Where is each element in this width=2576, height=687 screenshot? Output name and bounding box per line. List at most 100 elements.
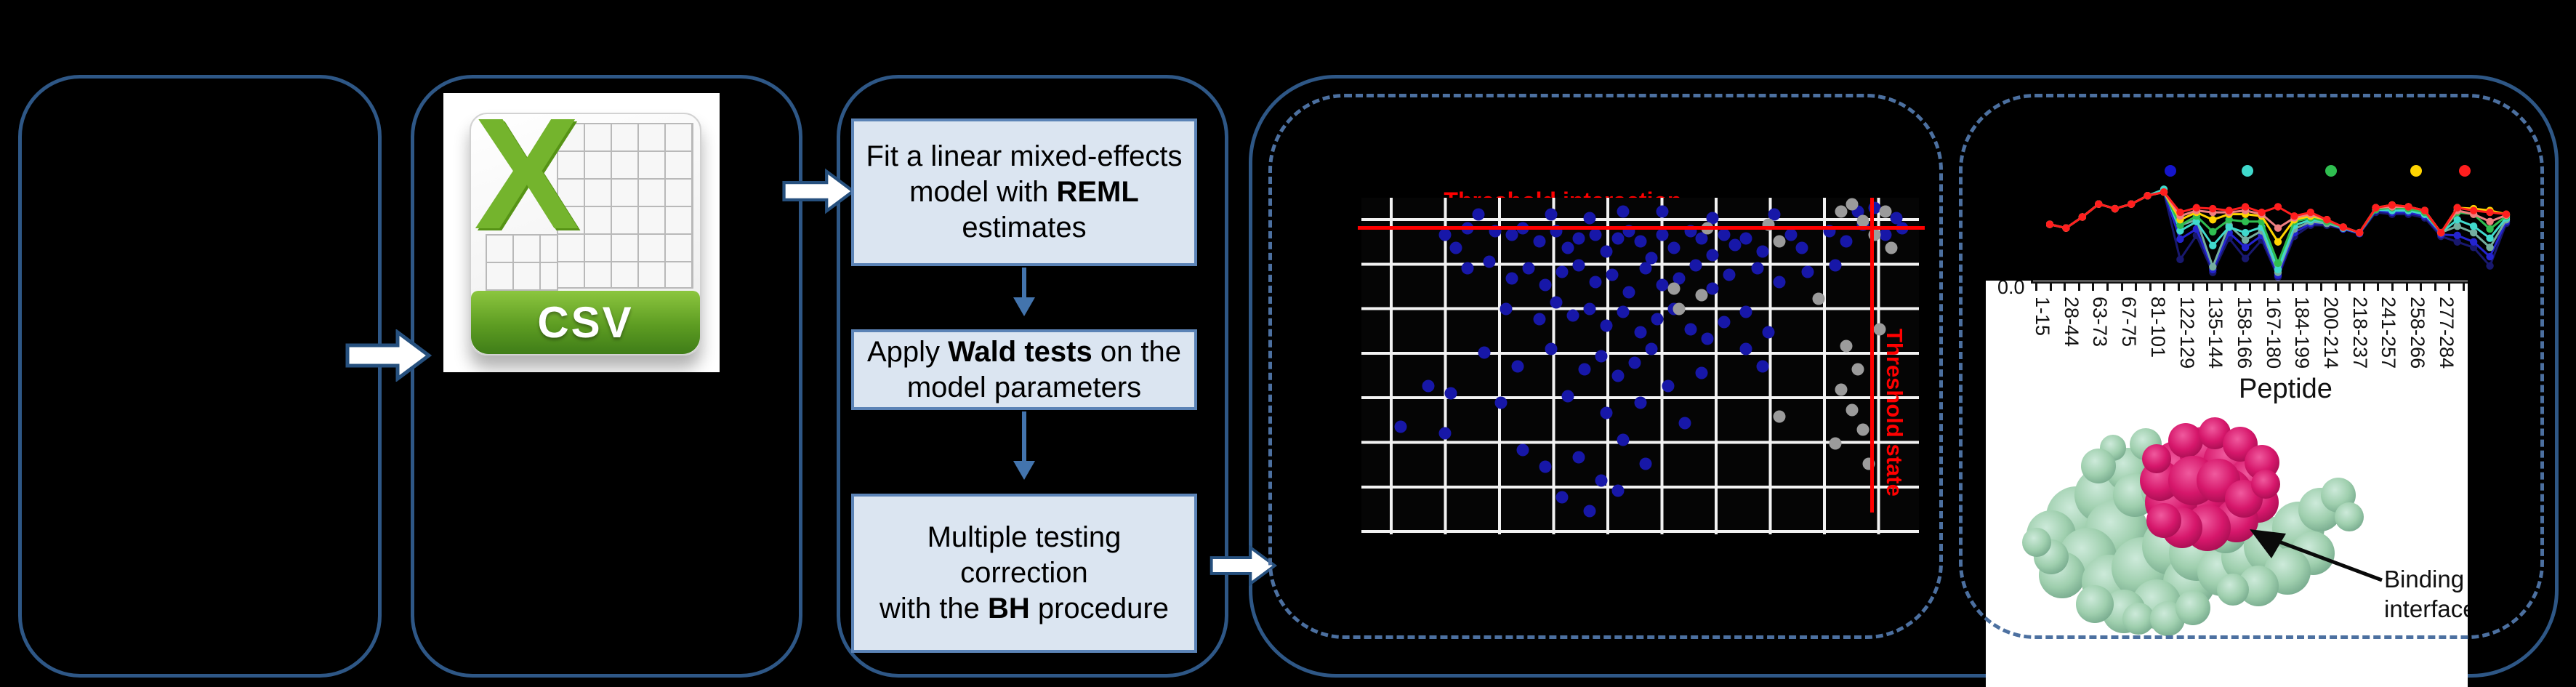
axis-tick xyxy=(2035,283,2037,291)
binding-interface-label: Binding interface xyxy=(2384,566,2468,623)
scatter-dot xyxy=(1684,323,1697,336)
x-axis: 1-15 28-44 63-73 67-75 81-101 122-129 135-144 1… xyxy=(1986,281,2468,455)
scatter-dot xyxy=(1500,302,1513,316)
line-legend xyxy=(2165,165,2477,178)
scatter-dot xyxy=(1835,383,1848,396)
threshold-state-line xyxy=(1870,198,1874,513)
scatter-dot xyxy=(1801,265,1814,278)
flow-step-bh: Multiple testing correction with the BH … xyxy=(851,494,1197,653)
axis-tick xyxy=(2448,283,2451,291)
axis-tick xyxy=(2334,283,2337,291)
scatter-dot xyxy=(1449,241,1462,254)
csv-banner-label: CSV xyxy=(537,298,634,347)
panel-results-outer xyxy=(1249,75,2559,678)
axis-tick xyxy=(2377,283,2380,291)
panel-peptide-dashed xyxy=(1959,94,2544,639)
scatter-dot xyxy=(1555,265,1569,278)
scatter-dot xyxy=(1533,235,1546,248)
scatter-dot xyxy=(1394,420,1407,433)
axis-tick xyxy=(2420,283,2423,291)
axis-tick xyxy=(2077,283,2080,291)
axis-tick xyxy=(2220,283,2223,291)
scatter-dot xyxy=(1673,272,1686,285)
scatter-dot xyxy=(1505,228,1518,241)
scatter-dot xyxy=(1656,228,1669,241)
axis-tick xyxy=(2277,283,2280,291)
scatter-dot xyxy=(1639,262,1652,275)
scatter-dot xyxy=(1829,437,1842,450)
scatter-dot xyxy=(1695,289,1708,302)
protein-structure xyxy=(2022,417,2364,636)
axis-tick xyxy=(2320,283,2322,291)
scatter-dot xyxy=(1739,342,1752,355)
scatter-dot xyxy=(1856,214,1869,228)
scatter-dot xyxy=(1885,241,1898,254)
axis-tick xyxy=(2434,283,2436,291)
panel-1 xyxy=(18,75,382,678)
scatter-dot xyxy=(1572,259,1585,272)
scatter-dot xyxy=(1583,212,1596,225)
axis-tick xyxy=(2135,283,2138,291)
flow-arrow-3-icon xyxy=(1209,545,1278,586)
scatter-dot xyxy=(1667,241,1681,254)
scatter-dot xyxy=(1656,205,1669,218)
scatter-dot xyxy=(1566,309,1579,322)
flow-down-arrow-2-icon xyxy=(1013,411,1035,480)
scatter-dot xyxy=(1561,390,1574,403)
scatter-dot xyxy=(1595,350,1608,363)
scatter-dot xyxy=(1689,259,1702,272)
scatter-dot xyxy=(1728,238,1742,252)
scatter-dot xyxy=(1784,228,1798,241)
scatter-dot xyxy=(1756,360,1769,372)
axis-tick xyxy=(2163,283,2166,291)
scatter-dot xyxy=(1851,363,1864,376)
binding-interface-arrow-icon xyxy=(2250,529,2383,582)
flow-down-arrow-1-icon xyxy=(1013,268,1035,316)
axis-tick xyxy=(2120,283,2123,291)
axis-tick xyxy=(2291,283,2294,291)
scatter-dot xyxy=(1695,232,1708,245)
scatter-dot xyxy=(1651,313,1663,326)
axis-tick xyxy=(2178,283,2180,291)
flow-step-wald: Apply Wald tests on the model parameters xyxy=(851,329,1197,410)
scatter-dot xyxy=(1706,249,1719,262)
scatter-dot xyxy=(1572,451,1585,463)
axis-tick xyxy=(2064,283,2066,291)
scatter-dot xyxy=(1639,457,1652,470)
scatter-dot xyxy=(1773,276,1786,289)
panel-2 xyxy=(411,75,802,678)
y-tick-zero: 0.0 xyxy=(1997,281,2025,298)
scatter-dot xyxy=(1600,245,1613,258)
scatter-dot xyxy=(1739,305,1752,318)
scatter-dot xyxy=(1835,205,1848,218)
axis-tick xyxy=(2106,283,2109,291)
peptide-axis-label: Peptide xyxy=(2239,374,2333,404)
scatter-dot xyxy=(1539,278,1552,292)
axis-tick xyxy=(2362,283,2365,291)
legend-dot xyxy=(2242,165,2253,177)
scatter-dot xyxy=(1611,232,1625,245)
axis-tick xyxy=(2149,283,2152,291)
scatter-dot xyxy=(1583,505,1596,518)
scatter-dot xyxy=(1840,235,1853,248)
scatter-dot xyxy=(1595,474,1608,487)
csv-banner: CSV xyxy=(471,291,700,354)
scatter-dot xyxy=(1422,379,1435,393)
axis-tick xyxy=(2405,283,2408,291)
scatter-dot xyxy=(1751,262,1764,275)
scatter-dot xyxy=(1444,387,1457,400)
scatter-dot xyxy=(1879,205,1892,218)
scatter-dot xyxy=(1795,241,1808,254)
scatter-dot xyxy=(1856,423,1869,436)
scatter-dot xyxy=(1701,332,1714,345)
scatter-dot xyxy=(1628,356,1641,369)
scatter-dot xyxy=(1706,212,1719,225)
scatter-dot xyxy=(1756,245,1769,258)
scatter-dot xyxy=(1829,259,1842,272)
scatter-dot xyxy=(1505,272,1518,285)
scatter-dot xyxy=(1634,396,1646,409)
protein-magenta-domain xyxy=(2140,417,2280,551)
scatter-dot xyxy=(1483,255,1496,268)
scatter-dot xyxy=(1438,228,1452,241)
